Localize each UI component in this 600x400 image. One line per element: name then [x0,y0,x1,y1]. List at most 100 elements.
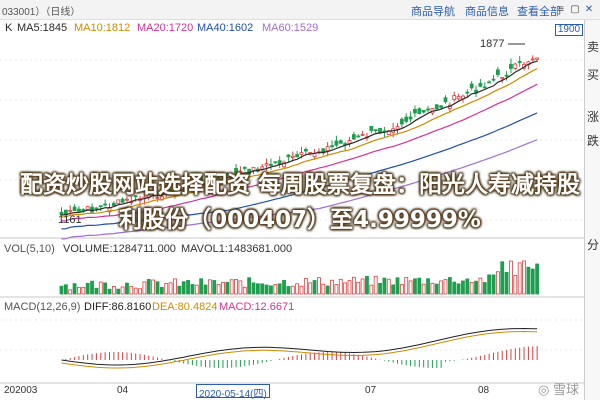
volume-bar [255,283,260,295]
volume-bar [356,281,361,295]
candle-body [469,83,474,89]
volume-bar [177,285,182,295]
candle-body [360,133,365,136]
volume-bar [469,282,474,295]
candle-body [378,128,382,133]
volume-bar [491,274,496,295]
candle-body [338,140,343,144]
volume-bar [242,286,247,295]
volume-bar [478,277,483,295]
x-label-202003: 202003 [4,385,38,396]
x-label-04: 04 [117,385,129,396]
volume-bar [343,282,348,295]
close-icon[interactable]: ✕ [584,4,594,15]
volume-bar [325,285,330,295]
ma-line [61,112,538,230]
volume-bar [386,278,391,295]
candle-body [155,197,160,199]
volume-bar [251,282,256,295]
candle-body [216,177,221,180]
candle-body [234,168,238,174]
volume-bar [513,274,518,295]
candle-body [207,178,212,181]
volume-bar [77,286,81,295]
volume-bar [229,279,234,295]
volume-bar [207,279,212,295]
kline-chart[interactable] [0,20,600,400]
volume-bar [509,260,513,295]
ma-line [61,83,538,222]
tab-product-nav[interactable]: 商品导航 [411,6,455,18]
split-label: 分 [586,238,599,252]
candle-body [426,108,430,111]
candle-body [194,177,199,183]
volume-bar [439,280,444,295]
volume-bar [474,280,478,295]
candle-body [439,105,444,108]
buy-button[interactable]: 买 [586,68,599,82]
candle-body [94,207,99,210]
candle-body [443,97,448,103]
volume-bar [395,277,400,295]
volume-bar [186,280,190,295]
candle-body [299,152,304,156]
volume-bar [500,261,505,295]
volume-bar [238,280,243,295]
candle-body [133,195,138,198]
candle-body [487,81,492,84]
volume-bar [277,283,282,295]
diff-line [61,327,538,366]
volume-bar [120,286,125,295]
volume-bar [111,285,116,295]
volume-bar [303,278,308,295]
volume-bar [495,271,500,295]
volume-bar [151,279,156,295]
candle-body [286,154,291,158]
candle-body [373,129,378,132]
volume-bar [378,282,382,295]
volume-bar [517,262,522,295]
candle-body [482,86,487,89]
volume-bar [382,277,387,295]
headline-line2: 利股份（000407）至4.99999% [119,207,481,233]
volume-bar [408,280,413,295]
volume-bar [221,281,225,295]
volume-bar [443,279,448,295]
volume-bar [434,283,439,295]
candle-body [199,175,204,181]
dea-value: DEA:80.4824 [152,301,218,313]
candle-body [330,145,334,148]
volume-bar [417,277,422,295]
volume-bar [465,278,470,295]
candle-body [98,205,103,208]
candle-body [238,171,243,174]
candle-body [369,126,374,131]
ma-line [61,68,538,218]
volume-bar [94,287,99,295]
candle-body [334,140,339,146]
volume-bar [282,279,286,295]
volume-bar [72,283,77,295]
menu-icon[interactable]: ≡ [558,4,564,15]
mavol1-value: MAVOL1:1483681.000 [181,243,293,255]
volume-bar [456,283,461,295]
maximize-icon[interactable]: ▢ [570,4,580,15]
volume-bar [138,288,142,295]
volume-bar [365,275,369,295]
volume-bar [155,281,160,295]
x-label-08: 08 [478,385,490,396]
candle-body [77,208,81,212]
volume-bar [482,282,487,295]
tab-product-info[interactable]: 商品信息 [465,6,509,18]
candle-body [478,83,483,87]
volume-bar [133,287,138,295]
candle-body [351,134,356,140]
volume-bar [373,275,378,295]
volume-bar [308,282,313,295]
candle-body [186,182,190,188]
tab-view-all[interactable]: 查看全部 [517,6,561,18]
volume-bar [116,288,121,295]
sell-button[interactable]: 卖 [586,40,599,54]
candle-body [504,74,509,77]
volume-bar [290,285,295,295]
